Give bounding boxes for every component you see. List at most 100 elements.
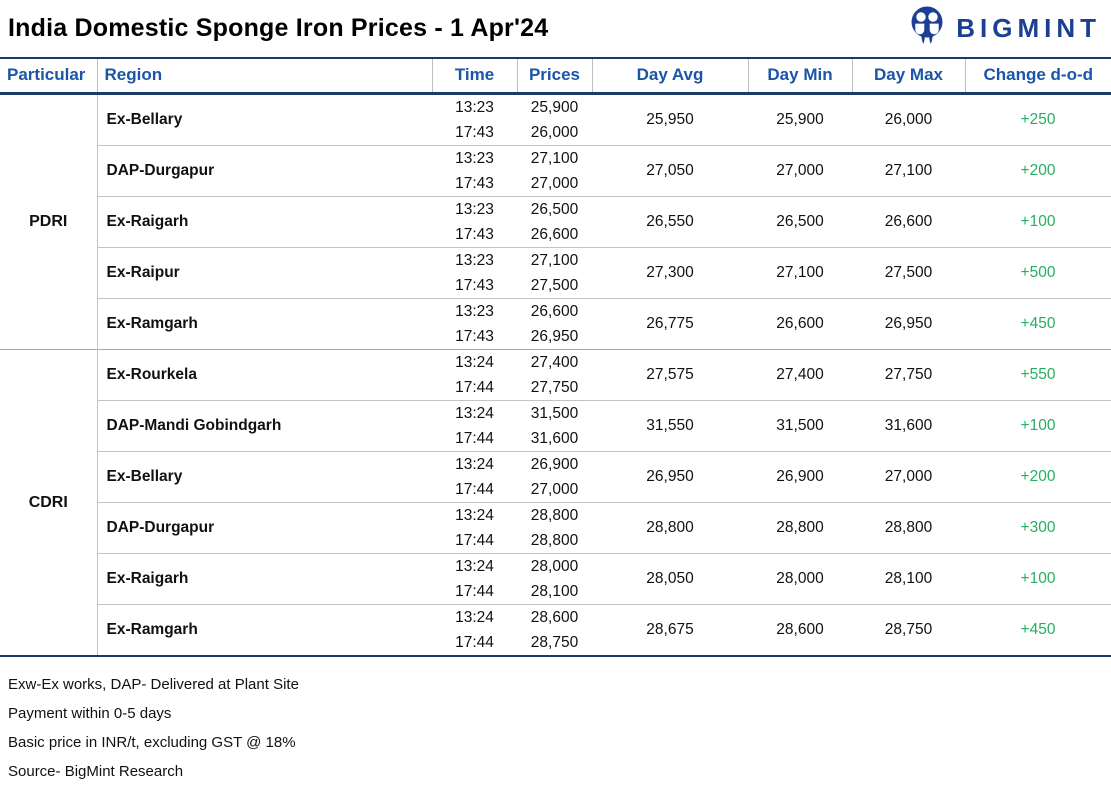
day-avg-cell: 25,950 bbox=[646, 111, 694, 128]
price-cell-line: 26,000 bbox=[530, 124, 579, 141]
price-cell-line: 26,900 bbox=[530, 456, 579, 473]
table-row: DAP-Durgapur 13:23 17:43 27,100 27,000 27,050… bbox=[0, 145, 1111, 197]
price-cell-line: 27,100 bbox=[530, 252, 579, 269]
change-cell: +250 bbox=[1020, 111, 1056, 128]
price-cell-line: 26,950 bbox=[530, 328, 579, 345]
time-cell: 13:24 17:44 bbox=[432, 400, 517, 452]
table-row: PDRI Ex-Bellary 13:23 17:43 25,900 26,000 25,9… bbox=[0, 93, 1111, 350]
day-avg-cell: 28,675 bbox=[592, 604, 748, 656]
bigmint-logo-icon bbox=[907, 5, 947, 52]
table-row: DAP-Mandi Gobindgarh 13:24 17:44 31,500 31,6… bbox=[0, 400, 1111, 452]
time-cell: 13:24 17:44 bbox=[432, 502, 517, 554]
price-cell: 31,500 31,600 bbox=[517, 400, 592, 452]
footnote-payment: Payment within 0-5 days bbox=[8, 705, 172, 722]
time-cell-line: 17:44 bbox=[455, 430, 494, 447]
price-cell-line: 28,600 bbox=[530, 609, 579, 626]
price-cell-line: 27,000 bbox=[530, 175, 579, 192]
change-cell: +550 bbox=[965, 349, 1111, 401]
time-cell: 13:23 17:43 bbox=[432, 196, 517, 248]
time-cell: 13:23 17:43 bbox=[432, 145, 517, 197]
time-cell-line: 13:23 bbox=[455, 150, 494, 167]
price-cell-line: 27,750 bbox=[530, 379, 579, 396]
day-min-cell: 28,000 bbox=[748, 553, 852, 605]
page-title: India Domestic Sponge Iron Prices - 1 Ap… bbox=[8, 14, 549, 42]
change-cell: +100 bbox=[965, 196, 1111, 248]
price-cell: 25,900 26,000 bbox=[517, 94, 592, 146]
day-min-cell: 31,500 bbox=[748, 400, 852, 452]
day-max-cell: 28,750 bbox=[852, 604, 965, 656]
day-max-cell: 31,600 bbox=[852, 400, 965, 452]
price-cell: 27,100 27,000 bbox=[517, 145, 592, 197]
day-avg-cell: 31,550 bbox=[592, 400, 748, 452]
brand-logo: BIGMINT bbox=[907, 5, 1103, 52]
day-avg-cell: 27,300 bbox=[592, 247, 748, 299]
day-avg-cell: 26,550 bbox=[592, 196, 748, 248]
day-avg-cell: 26,950 bbox=[592, 451, 748, 503]
footnote-source: Source- BigMint Research bbox=[8, 763, 184, 780]
change-cell: +200 bbox=[965, 145, 1111, 197]
col-header-region: Region bbox=[96, 57, 432, 95]
table-row: Ex-Raipur 13:23 17:43 27,100 27,500 27,300 27,… bbox=[0, 247, 1111, 299]
group-label: CDRI bbox=[0, 349, 98, 656]
table-row: Ex-Ramgarh 13:23 17:43 26,600 26,950 26,775 26… bbox=[0, 298, 1111, 350]
day-avg-cell: 27,050 bbox=[592, 145, 748, 197]
region-cell: DAP-Durgapur bbox=[97, 145, 432, 197]
region-cell: Ex-Bellary bbox=[106, 111, 183, 128]
price-cell-line: 26,600 bbox=[530, 303, 579, 320]
change-cell: +450 bbox=[965, 604, 1111, 656]
region-cell: Ex-Bellary bbox=[97, 451, 432, 503]
day-max-cell: 28,800 bbox=[852, 502, 965, 554]
time-cell-line: 13:24 bbox=[455, 405, 494, 422]
price-cell-line: 28,750 bbox=[530, 634, 579, 651]
change-cell: +500 bbox=[965, 247, 1111, 299]
region-cell: Ex-Raigarh bbox=[97, 196, 432, 248]
day-min-cell: 27,400 bbox=[748, 349, 852, 401]
price-cell-line: 28,800 bbox=[530, 532, 579, 549]
time-cell: 13:24 17:44 bbox=[432, 604, 517, 656]
time-cell-line: 13:24 bbox=[455, 609, 494, 626]
time-cell-line: 17:44 bbox=[455, 532, 494, 549]
brand-wordmark: BIGMINT bbox=[956, 13, 1101, 43]
price-cell-line: 27,400 bbox=[530, 354, 579, 371]
time-cell-line: 17:43 bbox=[455, 226, 494, 243]
time-cell: 13:24 17:44 bbox=[432, 451, 517, 503]
price-table: Particular Region Time Prices Day Avg Da… bbox=[0, 57, 1111, 657]
group-label: PDRI bbox=[0, 93, 98, 350]
day-min-cell: 26,900 bbox=[748, 451, 852, 503]
price-cell-line: 31,600 bbox=[530, 430, 579, 447]
footnotes: Exw-Ex works, DAP- Delivered at Plant Si… bbox=[0, 657, 1111, 786]
time-cell-line: 17:43 bbox=[455, 175, 494, 192]
price-cell: 27,400 27,750 bbox=[517, 349, 592, 401]
col-header-time: Time bbox=[431, 57, 517, 95]
price-cell: 28,800 28,800 bbox=[517, 502, 592, 554]
table-row: Ex-Raigarh 13:24 17:44 28,000 28,100 28,050 28… bbox=[0, 553, 1111, 605]
col-header-day-avg: Day Avg bbox=[591, 57, 748, 95]
price-cell-line: 28,800 bbox=[530, 507, 579, 524]
price-cell: 28,000 28,100 bbox=[517, 553, 592, 605]
region-cell: Ex-Raigarh bbox=[97, 553, 432, 605]
price-cell-line: 28,000 bbox=[530, 558, 579, 575]
time-cell: 13:24 17:44 bbox=[432, 349, 517, 401]
day-min-cell: 26,500 bbox=[748, 196, 852, 248]
time-cell-line: 13:24 bbox=[455, 507, 494, 524]
footnote-terms: Exw-Ex works, DAP- Delivered at Plant Si… bbox=[8, 676, 299, 693]
time-cell-line: 17:43 bbox=[455, 277, 494, 294]
time-cell-line: 13:24 bbox=[455, 456, 494, 473]
day-min-cell: 26,600 bbox=[748, 298, 852, 350]
day-max-cell: 28,100 bbox=[852, 553, 965, 605]
table-row: DAP-Durgapur 13:24 17:44 28,800 28,800 28,800… bbox=[0, 502, 1111, 554]
time-cell-line: 13:23 bbox=[455, 201, 494, 218]
day-max-cell: 27,750 bbox=[852, 349, 965, 401]
price-group: PDRI Ex-Bellary 13:23 17:43 25,900 26,000 25,9… bbox=[0, 93, 1111, 350]
table-row: Ex-Raigarh 13:23 17:43 26,500 26,600 26,550 26… bbox=[0, 196, 1111, 248]
day-min-cell: 27,100 bbox=[748, 247, 852, 299]
price-cell-line: 26,500 bbox=[530, 201, 579, 218]
table-row: Ex-Ramgarh 13:24 17:44 28,600 28,750 28,675 28… bbox=[0, 604, 1111, 656]
time-cell-line: 17:44 bbox=[455, 481, 494, 498]
day-avg-cell: 28,050 bbox=[592, 553, 748, 605]
change-cell: +300 bbox=[965, 502, 1111, 554]
change-cell: +450 bbox=[965, 298, 1111, 350]
time-cell-line: 13:23 bbox=[455, 303, 494, 320]
time-cell-line: 13:23 bbox=[455, 252, 494, 269]
region-cell: Ex-Raipur bbox=[97, 247, 432, 299]
